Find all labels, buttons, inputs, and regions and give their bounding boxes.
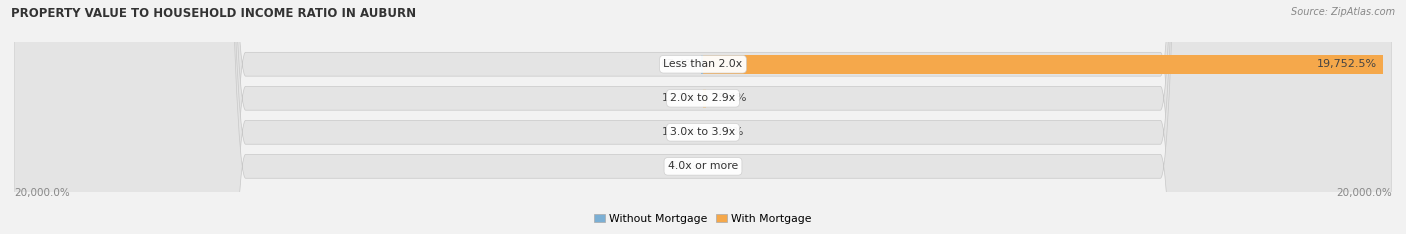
FancyBboxPatch shape (14, 0, 1392, 234)
FancyBboxPatch shape (14, 0, 1392, 234)
Text: 10.8%: 10.8% (709, 127, 744, 137)
Text: 75.4%: 75.4% (711, 93, 747, 103)
Text: PROPERTY VALUE TO HOUSEHOLD INCOME RATIO IN AUBURN: PROPERTY VALUE TO HOUSEHOLD INCOME RATIO… (11, 7, 416, 20)
Bar (703, 55, 1384, 73)
Text: 20,000.0%: 20,000.0% (1336, 188, 1392, 198)
Text: 13.5%: 13.5% (662, 93, 697, 103)
FancyBboxPatch shape (14, 0, 1392, 234)
FancyBboxPatch shape (14, 0, 1392, 234)
Bar (700, 55, 703, 73)
Text: 2.5%: 2.5% (709, 161, 737, 171)
Text: 67.4%: 67.4% (659, 59, 696, 69)
Text: Less than 2.0x: Less than 2.0x (664, 59, 742, 69)
Text: 3.0x to 3.9x: 3.0x to 3.9x (671, 127, 735, 137)
Text: 12.2%: 12.2% (662, 127, 697, 137)
Legend: Without Mortgage, With Mortgage: Without Mortgage, With Mortgage (589, 210, 817, 228)
Text: 2.0x to 2.9x: 2.0x to 2.9x (671, 93, 735, 103)
Text: 19,752.5%: 19,752.5% (1316, 59, 1376, 69)
Text: 20,000.0%: 20,000.0% (14, 188, 70, 198)
Bar (703, 89, 706, 108)
Text: 6.6%: 6.6% (669, 161, 697, 171)
Text: Source: ZipAtlas.com: Source: ZipAtlas.com (1291, 7, 1395, 17)
Text: 4.0x or more: 4.0x or more (668, 161, 738, 171)
